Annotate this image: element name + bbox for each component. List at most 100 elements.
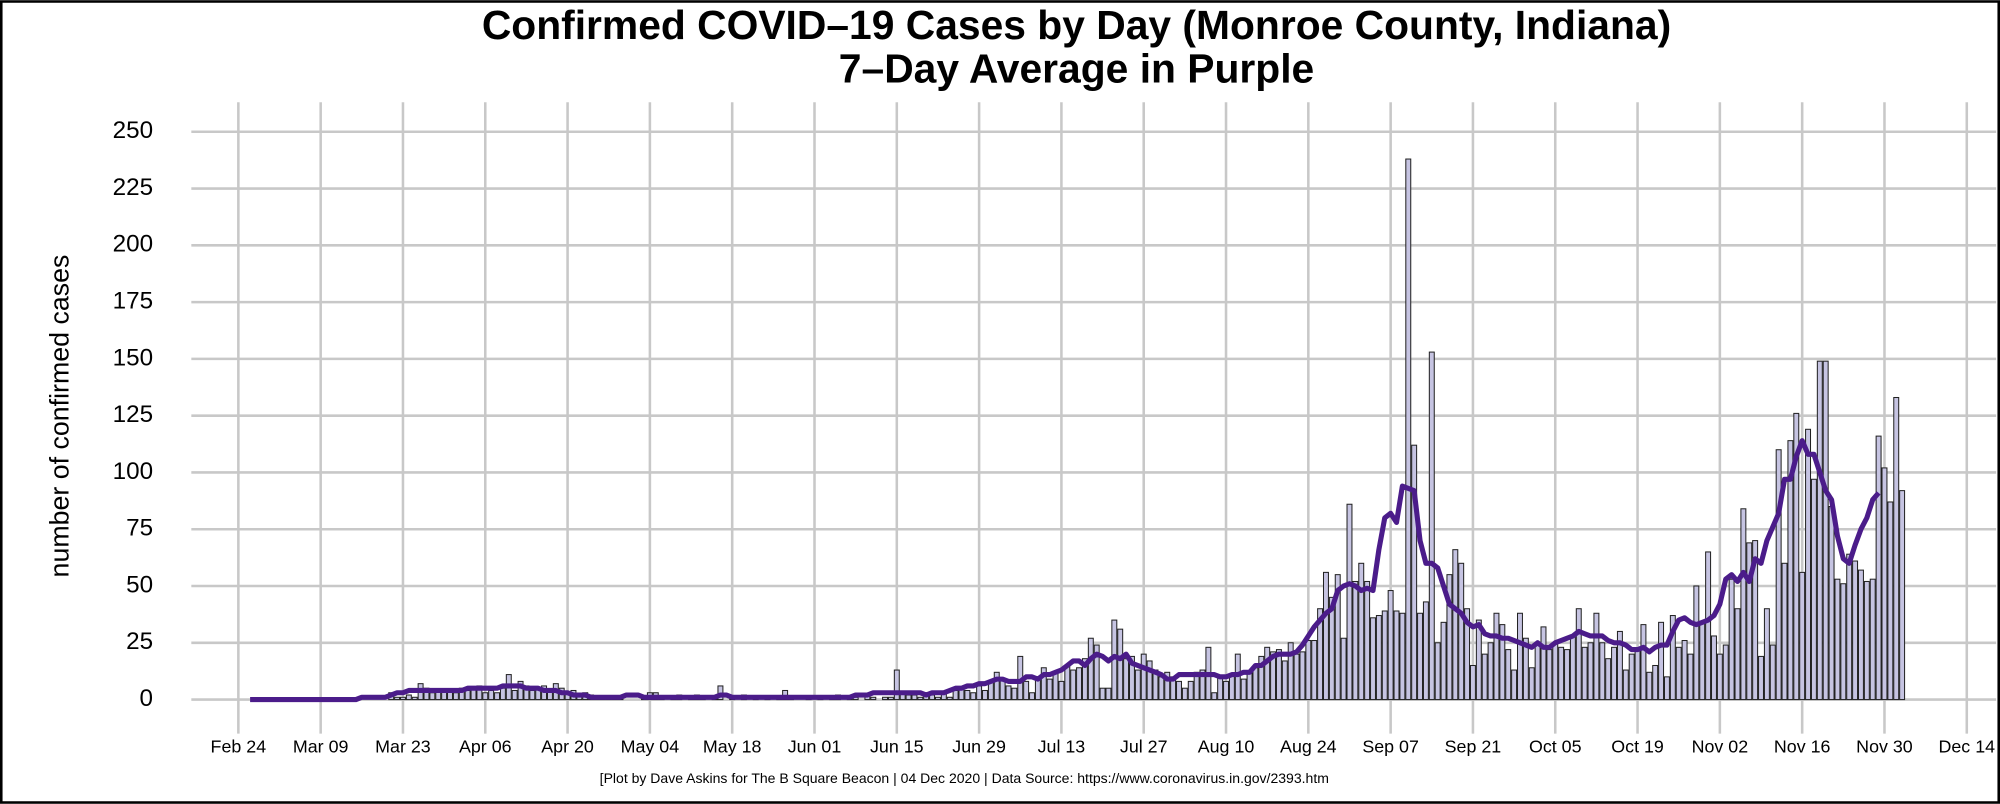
bar (1346, 503, 1353, 701)
bar (882, 696, 889, 701)
bar (1370, 617, 1376, 701)
bar (1569, 635, 1576, 701)
bar (1223, 680, 1230, 701)
bar (1810, 478, 1817, 701)
bar (1593, 612, 1600, 701)
x-tick-label: Sep 07 (1362, 736, 1419, 756)
bar (1522, 637, 1529, 701)
bar (1140, 653, 1147, 701)
bar (1334, 574, 1341, 701)
bar (1475, 619, 1482, 701)
bar (982, 689, 988, 701)
bar (1158, 676, 1165, 701)
bar (1681, 640, 1688, 701)
bar (1622, 669, 1629, 701)
bar (1217, 676, 1224, 701)
bar (887, 696, 894, 701)
bar (964, 689, 971, 701)
x-tick-label: Sep 21 (1445, 736, 1502, 756)
bar (1087, 637, 1094, 701)
bar (1499, 624, 1506, 701)
bar (1029, 692, 1036, 701)
bar (1564, 649, 1570, 701)
bar (1875, 435, 1882, 701)
y-tick-label: 50 (126, 571, 153, 598)
bar (1605, 658, 1612, 701)
bar (1587, 642, 1594, 701)
bar (1099, 687, 1106, 701)
bar (917, 696, 924, 701)
bar (1581, 646, 1588, 701)
bar (1422, 601, 1429, 701)
bar (1311, 640, 1318, 701)
bar (511, 689, 518, 701)
x-tick-label: Jun 01 (788, 736, 842, 756)
bar (399, 696, 406, 701)
bar (1228, 674, 1235, 701)
bar (1846, 553, 1853, 701)
bar (1064, 664, 1071, 701)
bar (1734, 608, 1741, 701)
bar (1869, 578, 1876, 701)
bar (1011, 687, 1018, 701)
bar (1599, 642, 1606, 701)
bar (1769, 644, 1776, 701)
bar (1299, 651, 1306, 701)
bar (1181, 687, 1188, 701)
bar (1187, 680, 1194, 701)
bar (1781, 562, 1788, 701)
bar (1052, 671, 1059, 701)
bar (1787, 440, 1794, 701)
bar (1417, 612, 1424, 701)
bar (1105, 687, 1112, 701)
bar (1452, 549, 1459, 701)
bar (1305, 640, 1312, 701)
bar (1528, 667, 1535, 701)
bar (1293, 653, 1300, 701)
bar (911, 694, 918, 701)
bar (1246, 671, 1253, 701)
bar (1270, 651, 1277, 701)
bar (488, 689, 495, 701)
bar (1716, 653, 1723, 701)
bar (1693, 585, 1700, 701)
bar (429, 692, 436, 701)
bar (1358, 562, 1365, 701)
bar (1575, 608, 1582, 701)
bar (517, 680, 524, 701)
x-tick-label: Jul 13 (1038, 736, 1086, 756)
x-tick-label: Mar 23 (375, 736, 431, 756)
x-tick-label: Apr 06 (459, 736, 512, 756)
bar (1652, 664, 1659, 701)
bar (1128, 655, 1135, 701)
bar (405, 694, 412, 701)
x-tick-label: Oct 19 (1611, 736, 1664, 756)
bar (970, 692, 977, 701)
caption: [Plot by Dave Askins for The B Square Be… (600, 770, 1329, 786)
bar (1093, 644, 1100, 701)
x-tick-label: Oct 05 (1529, 736, 1582, 756)
bar (1199, 669, 1206, 701)
y-tick-label: 75 (126, 515, 153, 542)
bar (1287, 642, 1294, 701)
bar (1740, 508, 1747, 701)
bar (1752, 540, 1759, 701)
bar (1281, 660, 1288, 701)
bar (1469, 664, 1476, 701)
bar (1616, 630, 1623, 701)
x-tick-label: Jul 27 (1120, 736, 1168, 756)
bar (1857, 569, 1864, 701)
x-tick-label: Mar 09 (293, 736, 349, 756)
bar (1317, 608, 1324, 701)
bar (1558, 646, 1565, 701)
chart-subtitle: 7–Day Average in Purple (839, 45, 1314, 91)
bar (1117, 628, 1124, 701)
bar (1328, 596, 1335, 701)
bar (993, 671, 1000, 701)
x-tick-label: Aug 10 (1198, 736, 1255, 756)
bar (1081, 658, 1088, 701)
y-axis-label: number of confirmed cases (44, 255, 74, 578)
bar (976, 685, 983, 701)
bar (1070, 669, 1077, 701)
